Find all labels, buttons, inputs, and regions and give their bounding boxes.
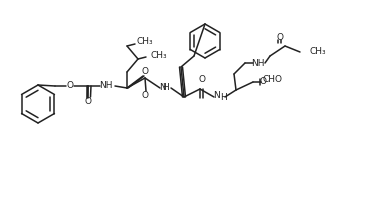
- Text: N: N: [214, 91, 221, 100]
- Text: O: O: [259, 78, 266, 86]
- Text: O: O: [142, 68, 149, 76]
- Text: H: H: [163, 83, 169, 92]
- Text: O: O: [67, 82, 74, 91]
- Text: CH₃: CH₃: [310, 48, 327, 57]
- Text: CHO: CHO: [263, 75, 283, 84]
- Text: O: O: [277, 33, 284, 42]
- Text: CH₃: CH₃: [151, 51, 168, 60]
- Text: O: O: [84, 98, 91, 106]
- Text: N: N: [159, 82, 166, 92]
- Text: NH: NH: [251, 59, 265, 68]
- Text: O: O: [142, 91, 149, 100]
- Text: NH: NH: [99, 82, 113, 91]
- Text: H: H: [221, 92, 228, 102]
- Text: O: O: [198, 74, 205, 83]
- Text: CH₃: CH₃: [137, 38, 154, 47]
